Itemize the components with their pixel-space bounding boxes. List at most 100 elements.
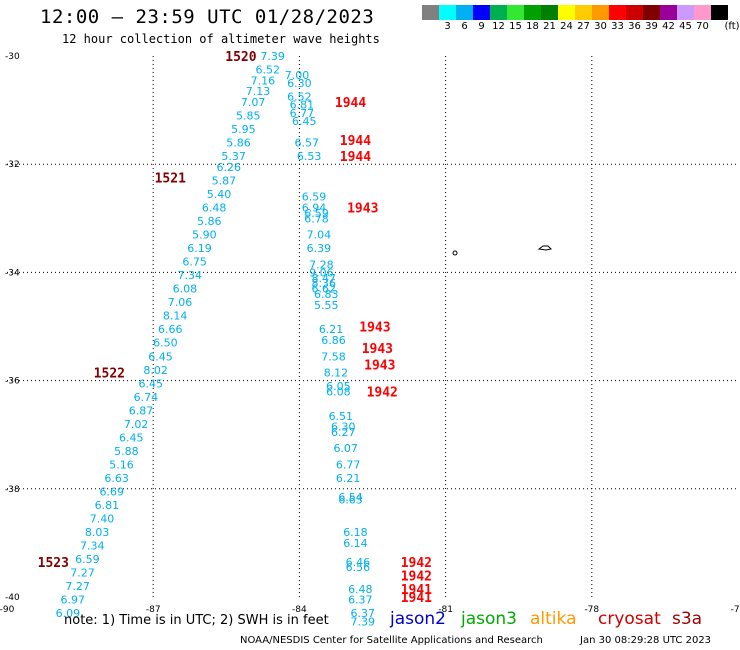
swh-value-track-a: 7.13 [246,85,271,98]
swh-value-track-a: 6.08 [173,283,198,296]
legend-swatch [490,5,507,20]
legend-label: 36 [628,21,641,32]
x-tick-label: -90 [0,605,15,615]
island-mark [537,245,553,251]
swh-value-track-b: 6.57 [294,137,319,150]
swh-value-track-a: 7.16 [251,74,276,87]
swh-value-track-b: 6.07 [333,442,358,455]
satellite-legend-cryosat: cryosat [598,609,661,629]
satellite-legend-s3a: s3a [672,609,703,629]
y-tick-label: -36 [5,377,20,387]
swh-value-track-a: 5.95 [231,123,256,136]
legend-label: 6 [461,21,468,32]
swh-value-track-a: 7.34 [178,269,203,282]
legend-swatch [473,5,490,20]
swh-value-track-b: 6.83 [314,288,339,301]
swh-value-track-b: 6.94 [302,201,327,214]
swh-value-track-b: 6.08 [326,385,351,398]
legend-swatch [439,5,456,20]
swh-value-track-a: 6.45 [139,377,164,390]
swh-value-track-b: 6.54 [338,491,363,504]
swh-value-track-a: 7.02 [124,418,149,431]
swh-value-track-a: 6.09 [56,607,81,620]
swh-value-track-a: 6.45 [119,431,144,444]
time-label-track-b: 1944 [335,96,366,111]
swh-value-track-b: 8.47 [312,272,337,285]
swh-value-track-a: 7.06 [168,296,193,309]
swh-value-track-a: 5.40 [207,188,232,201]
credit-line: NOAA/NESDIS Center for Satellite Applica… [240,635,543,646]
swh-value-track-a: 7.07 [241,96,266,109]
time-label-track-b: 1944 [340,134,371,149]
time-label-track-b: 1943 [359,321,390,336]
x-tick-label: -87 [146,605,161,615]
swh-value-track-b: 6.51 [329,410,354,423]
time-label-track-a: 1521 [155,172,186,187]
time-label-track-b: 1942 [401,556,432,571]
legend-swatch [609,5,626,20]
swh-value-track-b: 8.36 [312,277,337,290]
swh-value-track-b: 9.06 [309,266,334,279]
coastline-fragments [452,245,553,256]
legend-label: 70 [696,21,709,32]
swh-value-track-a: 5.87 [212,174,237,187]
satellite-legend-altika: altika [530,609,577,629]
satellite-legend-jason2: jason2 [390,609,446,629]
legend-swatch [524,5,541,20]
color-legend [422,5,728,20]
time-label-track-a: 1522 [94,366,125,381]
time-label-track-a: 1523 [38,556,69,571]
x-tick-label: -75 [731,605,740,615]
swh-value-track-a: 7.39 [260,50,285,63]
swh-value-track-a: 6.48 [202,201,227,214]
time-label-track-b: 1942 [401,569,432,584]
time-label-track-b: 1941 [401,583,432,598]
swh-value-track-b: 7.58 [321,350,346,363]
swh-value-track-b: 7.39 [351,615,376,628]
swh-value-track-b: 6.81 [290,99,315,112]
swh-value-track-a: 5.37 [221,150,246,163]
swh-value-track-a: 6.45 [148,350,173,363]
legend-label: 39 [645,21,658,32]
swh-value-track-a: 5.90 [192,229,217,242]
swh-value-track-a: 8.03 [85,526,110,539]
swh-value-track-a: 7.27 [70,567,95,580]
y-tick-label: -34 [5,268,20,278]
swh-value-track-a: 5.88 [114,445,139,458]
swh-value-track-a: 6.69 [100,486,125,499]
swh-value-track-b: 6.62 [312,283,337,296]
legend-label: 42 [662,21,675,32]
swh-value-track-b: 6.52 [287,91,312,104]
swh-value-track-a: 8.02 [143,364,168,377]
legend-swatch [541,5,558,20]
legend-label: 18 [526,21,539,32]
swh-value-track-a: 5.16 [109,458,134,471]
legend-label: 15 [509,21,522,32]
swh-value-track-b: 6.56 [346,561,371,574]
time-label-track-b: 1941 [401,591,432,606]
swh-value-track-b: 6.30 [331,421,356,434]
swh-value-track-b: 6.86 [321,334,346,347]
swh-value-track-a: 6.59 [75,553,100,566]
time-label-track-b: 1944 [340,150,371,165]
legend-label: 12 [492,21,505,32]
legend-swatch [422,5,439,20]
swh-value-track-a: 6.26 [216,161,241,174]
swh-value-track-b: 7.04 [307,229,332,242]
swh-value-track-b: 6.48 [348,583,373,596]
swh-observations: 7.396.527.167.137.075.855.955.865.376.26… [38,50,433,628]
swh-value-track-b: 6.78 [304,212,329,225]
x-tick-label: -81 [438,605,453,615]
legend-swatch [694,5,711,20]
swh-value-track-b: 6.18 [343,526,368,539]
x-tick-label: -84 [292,605,307,615]
swh-value-track-b: 6.63 [338,494,363,507]
x-tick-label: -78 [584,605,599,615]
swh-value-track-b: 6.37 [351,607,376,620]
swh-value-track-a: 6.81 [95,499,120,512]
swh-value-track-b: 6.14 [343,537,368,550]
legend-swatch [626,5,643,20]
swh-value-track-a: 6.50 [153,337,178,350]
chart-subtitle: 12 hour collection of altimeter wave hei… [62,32,380,46]
